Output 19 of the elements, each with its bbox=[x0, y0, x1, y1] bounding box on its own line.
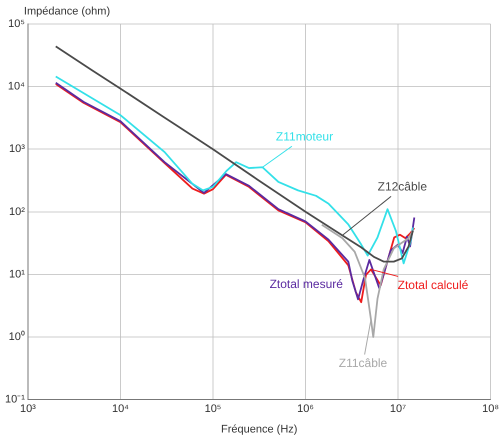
x-tick-label: 10⁴ bbox=[112, 403, 130, 416]
y-tick-label: 10² bbox=[8, 206, 26, 218]
y-tick-label: 10⁵ bbox=[8, 18, 25, 30]
series-label: Ztotal calculé bbox=[398, 278, 469, 292]
x-tick-label: 10⁵ bbox=[204, 403, 222, 416]
y-tick-label: 10⁴ bbox=[8, 80, 26, 93]
y-tick-label: 10⁰ bbox=[8, 330, 25, 344]
y-tick-label: 10¹ bbox=[8, 268, 26, 280]
x-tick-label: 10⁶ bbox=[297, 403, 314, 416]
text: Z11moteur bbox=[276, 130, 334, 144]
text: Z12câble bbox=[378, 180, 428, 194]
series-label: Z11câble bbox=[338, 356, 388, 370]
y-axis-title: Impédance (ohm) bbox=[24, 6, 110, 18]
x-tick-label: 10⁸ bbox=[482, 403, 500, 416]
x-tick-label: 10³ bbox=[20, 403, 36, 416]
x-axis-title: Fréquence (Hz) bbox=[221, 423, 298, 436]
series-label: Ztotal mesuré bbox=[270, 276, 344, 291]
y-tick-label: 10³ bbox=[8, 143, 26, 156]
x-tick-label: 10⁷ bbox=[390, 403, 406, 416]
